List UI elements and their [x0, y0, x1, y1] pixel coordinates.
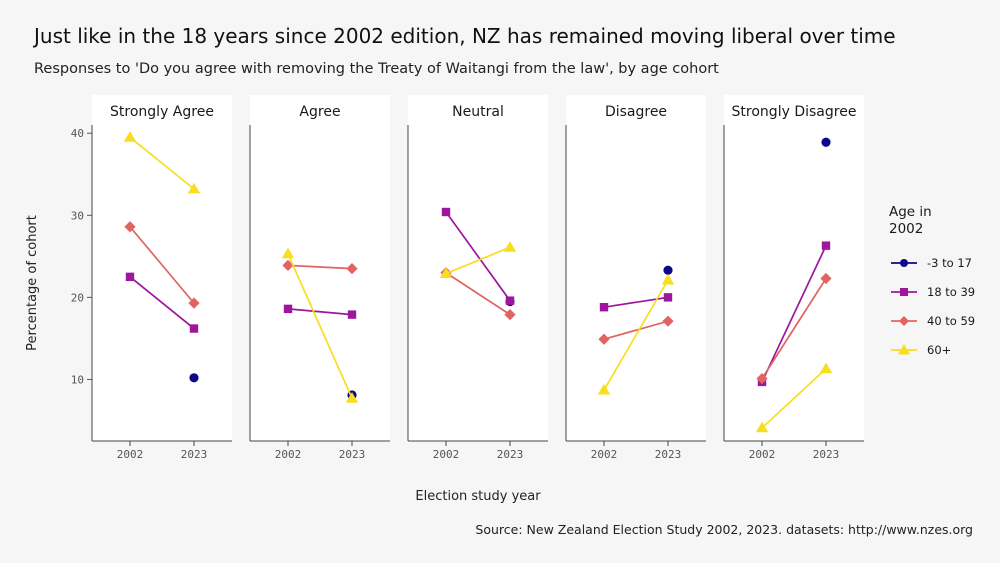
series-line-agree-60 — [287, 253, 353, 399]
strip-agree — [250, 95, 390, 125]
point-neutral-18-to-39-2002 — [441, 207, 451, 217]
series-line-neutral-18-to-39 — [445, 211, 511, 302]
series-line-neutral-60 — [445, 246, 511, 275]
series-line-strongly-disagree-40-to-59 — [761, 278, 827, 380]
facet-label-agree: Agree — [299, 104, 340, 120]
point-strongly-disagree-40-to-59-2002 — [756, 373, 768, 385]
series-line-neutral-40-to-59 — [445, 272, 511, 316]
point-agree-18-to-39-2023 — [347, 310, 357, 319]
y-tick-label-40: 40 — [71, 127, 84, 140]
chart-title: Just like in the 18 years since 2002 edi… — [34, 24, 896, 48]
point-strongly-disagree-60-2023 — [819, 362, 833, 374]
x-tick-label-strongly-agree-2023: 2023 — [181, 448, 208, 461]
point-disagree-60-2002 — [597, 383, 611, 395]
point-neutral-18-to-39-2023 — [505, 296, 515, 305]
legend-item-18-to-39: 18 to 39 — [889, 277, 975, 306]
panel-strongly-agree — [92, 125, 232, 441]
y-tick-label-20: 20 — [71, 291, 84, 304]
point-agree-60-2023 — [345, 392, 359, 403]
x-tick-label-disagree-2002: 2002 — [591, 448, 618, 461]
facet-label-disagree: Disagree — [605, 104, 667, 120]
point-strongly-agree-18-to-39-2002 — [125, 272, 135, 282]
legend-label: 18 to 39 — [927, 284, 976, 299]
point-strongly-agree-18-to-39-2023 — [189, 324, 199, 333]
panel-disagree — [566, 125, 706, 441]
legend-key-circle-icon — [891, 258, 917, 267]
point-neutral-60-2002 — [439, 267, 453, 278]
point-agree-40-to-59-2002 — [282, 259, 294, 271]
facet-label-strongly-agree: Strongly Agree — [110, 104, 214, 120]
series-line-disagree-40-to-59 — [603, 320, 669, 341]
legend-label: 40 to 59 — [927, 313, 976, 328]
strip-strongly-disagree — [724, 95, 864, 125]
series-line-disagree-60 — [603, 279, 669, 391]
panel-agree — [250, 125, 390, 441]
x-axis-label: Election study year — [415, 489, 541, 504]
legend-item-40-to-59: 40 to 59 — [889, 306, 975, 335]
legend: Age in 2002 -3 to 17 18 to 39 40 to 59 60+ — [889, 204, 975, 364]
x-tick-label-agree-2023: 2023 — [339, 448, 366, 461]
point-disagree-40-to-59-2023 — [662, 315, 674, 327]
panel-neutral — [408, 125, 548, 441]
legend-item-3-to-17: -3 to 17 — [889, 248, 975, 277]
x-tick-label-neutral-2023: 2023 — [497, 448, 524, 461]
y-tick-label-30: 30 — [71, 209, 84, 222]
facet-label-strongly-disagree: Strongly Disagree — [732, 104, 857, 120]
point-strongly-agree-60-2002 — [123, 131, 137, 142]
point-strongly-agree-3-to-17-2023 — [189, 373, 199, 383]
strip-neutral — [408, 95, 548, 125]
legend-key-diamond-icon — [891, 315, 917, 326]
series-line-agree-18-to-39 — [287, 308, 353, 316]
series-line-strongly-agree-18-to-39 — [129, 276, 195, 330]
panel-strongly-disagree — [724, 125, 864, 441]
point-strongly-disagree-60-2002 — [755, 421, 769, 433]
series-line-strongly-agree-40-to-59 — [129, 226, 195, 304]
point-disagree-60-2023 — [661, 273, 675, 285]
y-axis-label: Percentage of cohort — [25, 215, 40, 351]
point-strongly-disagree-40-to-59-2023 — [820, 272, 832, 285]
point-strongly-agree-60-2023 — [187, 182, 201, 194]
legend-label: 60+ — [927, 342, 952, 357]
x-tick-label-strongly-agree-2002: 2002 — [117, 448, 144, 461]
facet-label-neutral: Neutral — [452, 104, 504, 120]
point-disagree-18-to-39-2023 — [663, 293, 673, 302]
point-agree-40-to-59-2023 — [346, 263, 358, 275]
point-strongly-disagree-3-to-17-2023 — [821, 137, 831, 147]
point-agree-60-2002 — [281, 247, 295, 259]
x-tick-label-disagree-2023: 2023 — [655, 448, 682, 461]
source-caption: Source: New Zealand Election Study 2002,… — [475, 522, 973, 537]
series-line-agree-40-to-59 — [287, 264, 353, 270]
x-tick-label-strongly-disagree-2023: 2023 — [813, 448, 840, 461]
point-strongly-agree-40-to-59-2023 — [188, 297, 200, 309]
x-tick-label-strongly-disagree-2002: 2002 — [749, 448, 776, 461]
legend-key-square-icon — [891, 287, 917, 296]
strip-disagree — [566, 95, 706, 125]
point-disagree-40-to-59-2002 — [598, 333, 610, 345]
legend-label: -3 to 17 — [927, 255, 972, 270]
chart-subtitle: Responses to 'Do you agree with removing… — [34, 61, 719, 77]
series-line-strongly-agree-60 — [129, 136, 195, 190]
x-tick-label-agree-2002: 2002 — [275, 448, 302, 461]
point-disagree-3-to-17-2023 — [663, 265, 673, 275]
series-line-strongly-disagree-60 — [761, 368, 827, 429]
point-strongly-disagree-18-to-39-2023 — [821, 241, 831, 250]
x-tick-label-neutral-2002: 2002 — [433, 448, 460, 461]
y-tick-label-10: 10 — [71, 373, 84, 386]
series-line-strongly-disagree-18-to-39 — [761, 245, 827, 383]
point-neutral-40-to-59-2023 — [504, 309, 516, 321]
point-agree-18-to-39-2002 — [283, 304, 293, 314]
legend-item-60: 60+ — [889, 335, 975, 364]
point-strongly-agree-40-to-59-2002 — [124, 221, 136, 233]
legend-key-triangle-icon — [891, 343, 917, 354]
strip-strongly-agree — [92, 95, 232, 125]
legend-title: Age in 2002 — [889, 204, 932, 237]
point-neutral-60-2023 — [503, 241, 517, 252]
point-disagree-18-to-39-2002 — [599, 303, 609, 312]
